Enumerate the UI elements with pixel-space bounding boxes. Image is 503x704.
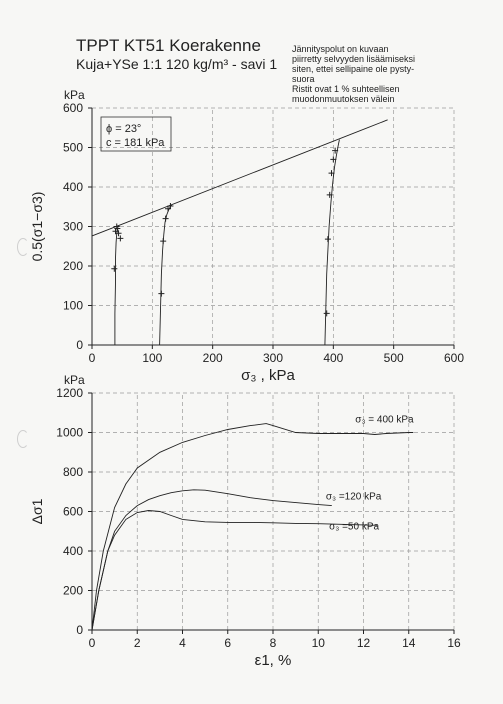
y-tick-label: 400: [63, 180, 83, 194]
stress-path-chart: 0 100 200 300 400 500 6000100200300400500600kP…: [29, 88, 464, 384]
strain-marker: [328, 170, 335, 177]
y-unit-label: kPa: [64, 88, 85, 102]
punch-hole-mark: [17, 238, 29, 256]
x-axis-title: ε1, %: [255, 652, 292, 669]
x-tick-label: 200: [203, 351, 223, 365]
strain-marker: [162, 215, 169, 222]
stress-path-line: [159, 204, 172, 346]
strain-marker: [326, 191, 333, 198]
deviator-curve-line: [91, 489, 332, 631]
strain-marker: [158, 290, 165, 297]
series-label: σ₃ =120 kPa: [326, 492, 382, 503]
x-tick-label: 100: [142, 351, 162, 365]
page-subtitle: Kuja+YSe 1:1 120 kg/m³ - savi 1: [76, 56, 278, 72]
y-tick-label: 1200: [56, 386, 83, 400]
y-axis-title: 0.5(σ1−σ3): [29, 192, 45, 262]
y-tick-label: 200: [63, 584, 83, 598]
strain-marker: [324, 236, 331, 243]
y-tick-label: 100: [63, 299, 83, 313]
page-title: TPPT KT51 Koerakenne: [76, 36, 261, 55]
y-tick-label: 0: [76, 338, 83, 352]
x-tick-label: 16: [447, 636, 461, 650]
punch-hole-mark: [17, 430, 29, 448]
x-tick-label: 14: [402, 636, 416, 650]
x-tick-label: 10: [312, 636, 326, 650]
stress-path-line: [324, 139, 340, 346]
strain-marker: [117, 235, 124, 242]
note-text: Jännityspolut on kuvaan piirretty selvyy…: [292, 44, 462, 104]
stress-path-line: [114, 227, 119, 345]
y-tick-label: 200: [63, 259, 83, 273]
y-tick-label: 600: [63, 505, 83, 519]
x-tick-label: 12: [357, 636, 371, 650]
parameter-c: c = 181 kPa: [106, 137, 165, 149]
note-line: siten, ettei sellipaine ole pysty-: [292, 64, 415, 74]
series-label: σ₃ =50 kPa: [329, 521, 379, 532]
y-tick-label: 1000: [56, 426, 83, 440]
strain-marker: [160, 238, 167, 245]
strain-marker: [115, 230, 122, 237]
note-line: suora: [292, 74, 315, 84]
x-tick-label: 6: [224, 636, 231, 650]
y-tick-label: 600: [63, 101, 83, 115]
x-tick-label: 8: [270, 636, 277, 650]
strain-marker: [111, 265, 118, 272]
parameter-box: [100, 116, 172, 152]
strain-marker: [113, 223, 120, 230]
y-tick-label: 400: [63, 544, 83, 558]
strain-marker: [167, 202, 174, 209]
strain-marker: [332, 147, 339, 154]
series-label: σ₃ = 400 kPa: [355, 415, 414, 426]
strain-marker: [323, 310, 330, 317]
failure-envelope-line: [91, 119, 388, 237]
note-line: muodonmuutoksen välein: [292, 94, 395, 104]
note-line: Ristit ovat 1 % suhteellisen: [292, 84, 400, 94]
deviator-curve-line: [91, 510, 378, 631]
x-tick-label: 400: [323, 351, 343, 365]
x-axis-title: σ₃ , kPa: [241, 367, 295, 384]
x-tick-label: 500: [384, 351, 404, 365]
y-tick-label: 300: [63, 220, 83, 234]
note-line: piirretty selvyyden lisäämiseksi: [292, 54, 416, 64]
y-unit-label: kPa: [64, 373, 85, 387]
parameter-phi: ϕ = 23°: [106, 123, 141, 135]
x-tick-label: 600: [444, 351, 464, 365]
x-tick-label: 0: [89, 351, 96, 365]
deviator-curve-line: [91, 423, 414, 631]
x-tick-label: 300: [263, 351, 283, 365]
strain-marker: [330, 156, 337, 163]
x-tick-label: 4: [179, 636, 186, 650]
y-axis-title: Δσ1: [29, 498, 45, 524]
y-tick-label: 500: [63, 141, 83, 155]
note-line: Jännityspolut on kuvaan: [292, 44, 389, 54]
x-tick-label: 2: [134, 636, 141, 650]
x-tick-label: 0: [89, 636, 96, 650]
y-tick-label: 800: [63, 465, 83, 479]
y-tick-label: 0: [76, 623, 83, 637]
